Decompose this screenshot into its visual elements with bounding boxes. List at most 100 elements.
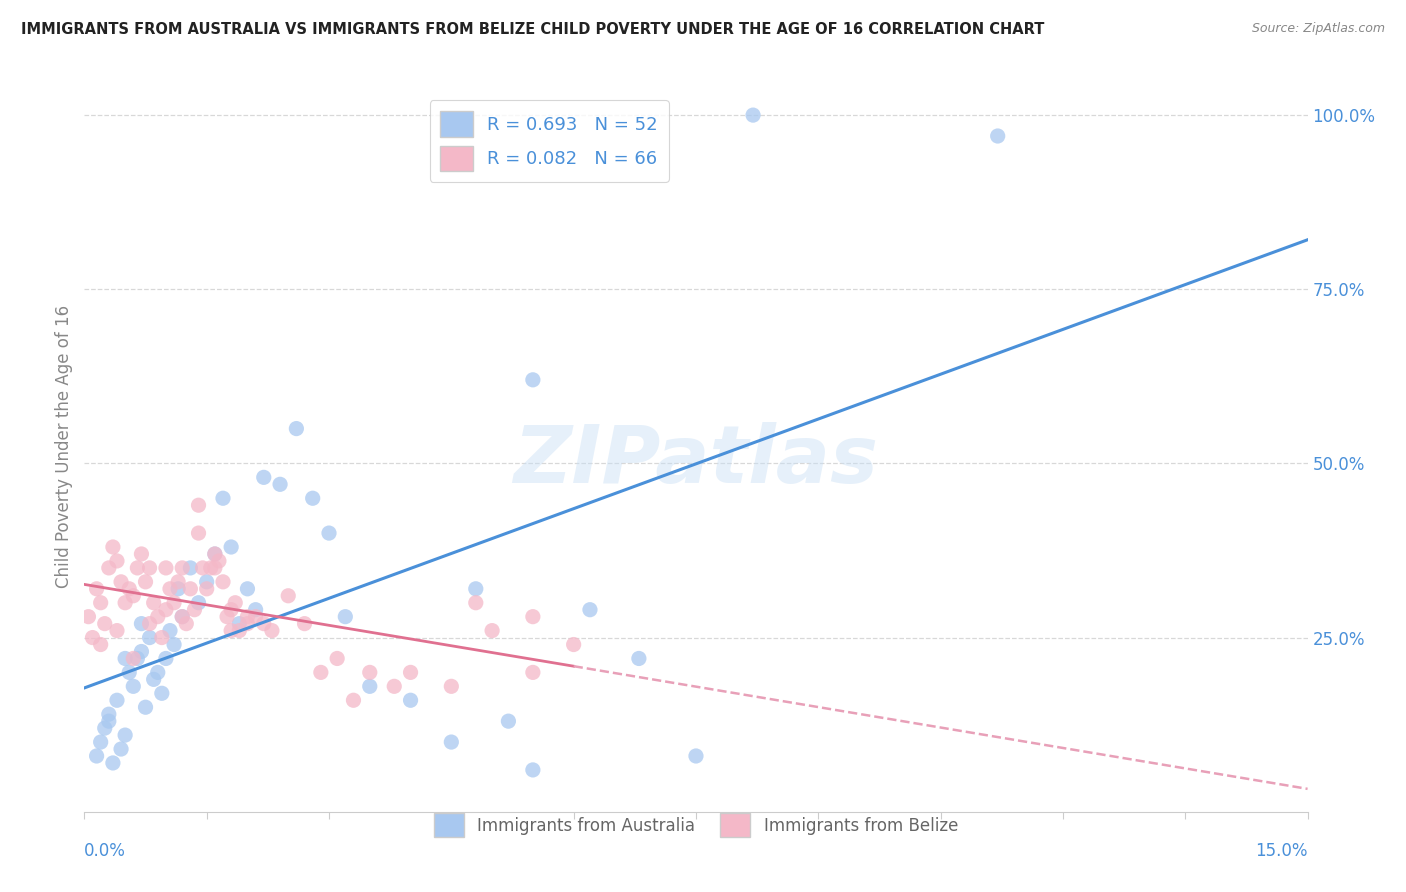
- Point: [219, 624, 242, 638]
- Point: [212, 491, 235, 506]
- Point: [114, 596, 136, 610]
- Point: [163, 596, 186, 610]
- Point: [236, 582, 259, 596]
- Point: [131, 616, 153, 631]
- Point: [97, 707, 120, 722]
- Point: [228, 624, 250, 638]
- Point: [127, 561, 149, 575]
- Point: [204, 547, 226, 561]
- Point: [217, 609, 239, 624]
- Point: [498, 714, 520, 728]
- Point: [253, 470, 276, 484]
- Point: [118, 582, 141, 596]
- Point: [742, 108, 765, 122]
- Point: [183, 603, 205, 617]
- Point: [522, 609, 544, 624]
- Text: 15.0%: 15.0%: [1256, 842, 1308, 860]
- Point: [167, 582, 190, 596]
- Point: [110, 742, 132, 756]
- Point: [224, 596, 246, 610]
- Point: [342, 693, 364, 707]
- Legend: Immigrants from Australia, Immigrants from Belize: Immigrants from Australia, Immigrants fr…: [427, 806, 965, 844]
- Point: [562, 638, 585, 652]
- Point: [301, 491, 323, 506]
- Point: [131, 644, 153, 658]
- Point: [135, 700, 157, 714]
- Point: [101, 540, 124, 554]
- Point: [86, 749, 108, 764]
- Point: [522, 373, 544, 387]
- Point: [195, 582, 218, 596]
- Point: [163, 638, 186, 652]
- Point: [138, 561, 160, 575]
- Point: [382, 679, 405, 693]
- Point: [167, 574, 190, 589]
- Point: [294, 616, 316, 631]
- Point: [105, 554, 128, 568]
- Point: [987, 128, 1010, 143]
- Point: [277, 589, 299, 603]
- Point: [155, 651, 177, 665]
- Point: [97, 561, 120, 575]
- Point: [172, 609, 194, 624]
- Point: [122, 589, 145, 603]
- Text: 0.0%: 0.0%: [84, 842, 127, 860]
- Text: IMMIGRANTS FROM AUSTRALIA VS IMMIGRANTS FROM BELIZE CHILD POVERTY UNDER THE AGE : IMMIGRANTS FROM AUSTRALIA VS IMMIGRANTS …: [21, 22, 1045, 37]
- Point: [285, 421, 308, 435]
- Point: [236, 609, 259, 624]
- Point: [179, 582, 201, 596]
- Point: [174, 616, 197, 631]
- Point: [172, 609, 194, 624]
- Point: [105, 693, 128, 707]
- Point: [522, 665, 544, 680]
- Point: [90, 638, 112, 652]
- Point: [142, 673, 165, 687]
- Point: [481, 624, 503, 638]
- Point: [236, 616, 259, 631]
- Point: [90, 596, 112, 610]
- Point: [685, 749, 707, 764]
- Point: [105, 624, 128, 638]
- Point: [110, 574, 132, 589]
- Point: [138, 631, 160, 645]
- Point: [335, 609, 357, 624]
- Point: [150, 686, 173, 700]
- Point: [440, 735, 463, 749]
- Point: [579, 603, 602, 617]
- Point: [245, 609, 267, 624]
- Point: [159, 624, 181, 638]
- Point: [127, 651, 149, 665]
- Point: [114, 728, 136, 742]
- Point: [269, 477, 291, 491]
- Point: [77, 609, 100, 624]
- Point: [359, 665, 381, 680]
- Point: [114, 651, 136, 665]
- Point: [90, 735, 112, 749]
- Point: [142, 596, 165, 610]
- Point: [318, 526, 340, 541]
- Point: [155, 603, 177, 617]
- Point: [464, 582, 486, 596]
- Point: [146, 665, 169, 680]
- Point: [86, 582, 108, 596]
- Point: [93, 721, 115, 735]
- Point: [179, 561, 201, 575]
- Point: [172, 561, 194, 575]
- Point: [204, 561, 226, 575]
- Point: [122, 651, 145, 665]
- Text: Source: ZipAtlas.com: Source: ZipAtlas.com: [1251, 22, 1385, 36]
- Point: [326, 651, 349, 665]
- Point: [187, 596, 209, 610]
- Point: [82, 631, 104, 645]
- Point: [228, 616, 250, 631]
- Point: [359, 679, 381, 693]
- Point: [118, 665, 141, 680]
- Point: [159, 582, 181, 596]
- Point: [440, 679, 463, 693]
- Point: [253, 616, 276, 631]
- Point: [135, 574, 157, 589]
- Point: [122, 679, 145, 693]
- Point: [309, 665, 332, 680]
- Point: [399, 665, 422, 680]
- Point: [219, 540, 242, 554]
